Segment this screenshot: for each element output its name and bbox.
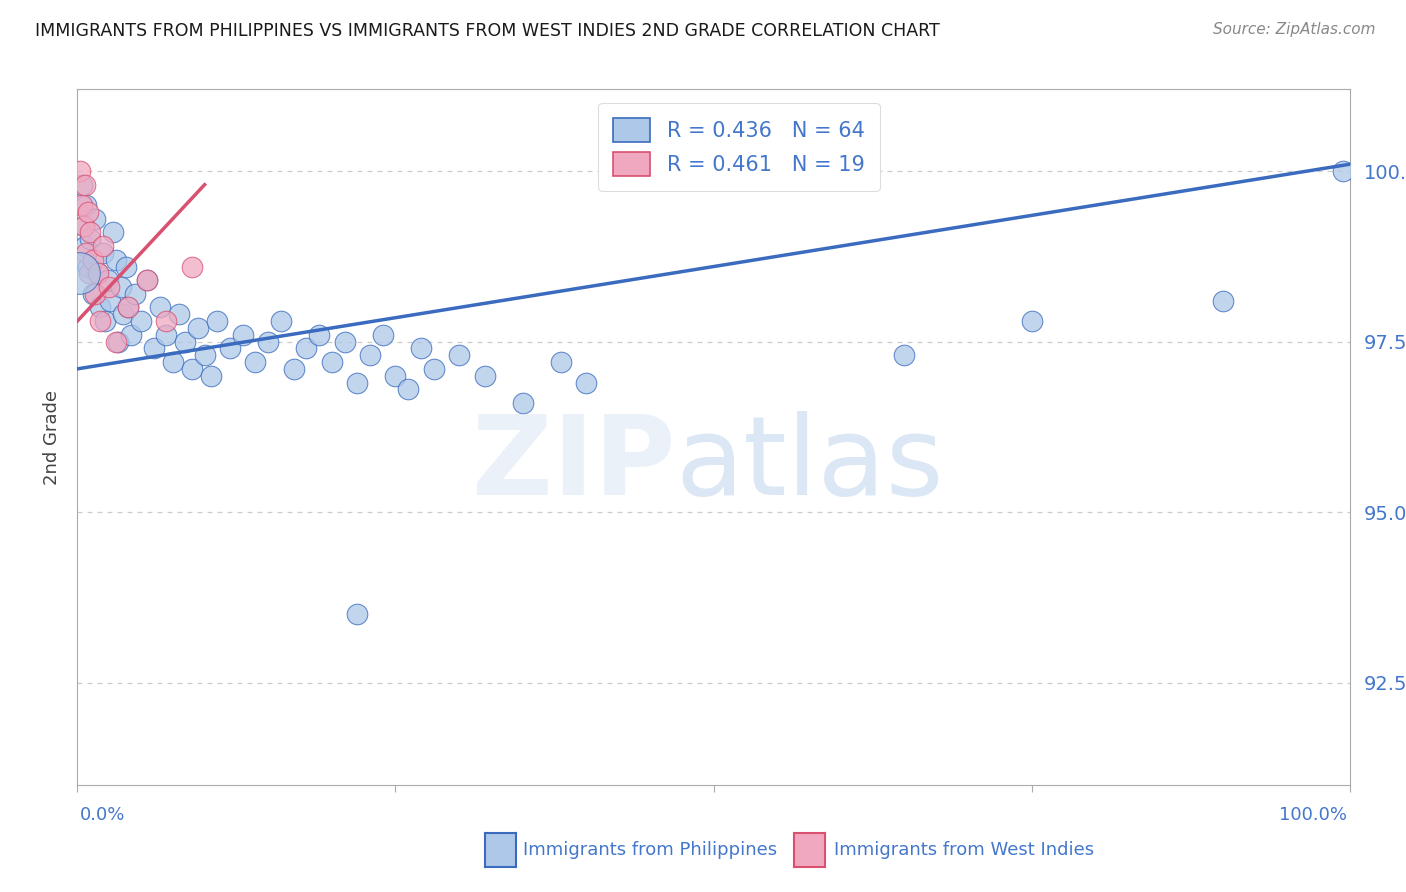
- Point: [82, 252, 104, 267]
- Point: [104, 334, 127, 349]
- Point: [422, 362, 444, 376]
- Point: [75, 246, 97, 260]
- Point: [98, 280, 121, 294]
- Text: Immigrants from West Indies: Immigrants from West Indies: [834, 841, 1094, 859]
- Point: [100, 293, 122, 308]
- Point: [73, 219, 96, 233]
- Text: Source: ZipAtlas.com: Source: ZipAtlas.com: [1212, 22, 1375, 37]
- Text: Immigrants from Philippines: Immigrants from Philippines: [523, 841, 778, 859]
- Point: [167, 307, 190, 321]
- Point: [84, 286, 107, 301]
- Point: [67, 266, 90, 280]
- Point: [73, 219, 96, 233]
- Point: [409, 342, 432, 356]
- Point: [219, 342, 242, 356]
- Point: [1331, 164, 1354, 178]
- Point: [162, 355, 184, 369]
- Text: ZIP: ZIP: [472, 411, 675, 518]
- Point: [104, 252, 127, 267]
- Point: [550, 355, 572, 369]
- Point: [474, 368, 496, 383]
- Point: [117, 301, 139, 315]
- Point: [180, 362, 202, 376]
- Point: [174, 334, 197, 349]
- Point: [207, 314, 229, 328]
- Point: [149, 301, 172, 315]
- Point: [91, 246, 114, 260]
- Y-axis label: 2nd Grade: 2nd Grade: [42, 390, 60, 484]
- Point: [112, 307, 135, 321]
- Point: [73, 239, 96, 253]
- Point: [110, 280, 132, 294]
- Point: [79, 226, 101, 240]
- Point: [84, 211, 107, 226]
- Point: [124, 286, 146, 301]
- Point: [97, 273, 120, 287]
- Point: [89, 301, 111, 315]
- Point: [69, 164, 91, 178]
- Point: [449, 348, 471, 362]
- Point: [1021, 314, 1043, 328]
- Point: [194, 348, 217, 362]
- Point: [295, 342, 318, 356]
- Point: [72, 198, 94, 212]
- Point: [86, 266, 108, 280]
- Point: [89, 314, 111, 328]
- Point: [232, 327, 254, 342]
- Point: [346, 607, 368, 622]
- Point: [91, 239, 114, 253]
- Point: [73, 178, 96, 192]
- Point: [117, 301, 139, 315]
- Point: [512, 396, 534, 410]
- Point: [77, 266, 100, 280]
- Point: [129, 314, 152, 328]
- Point: [155, 314, 177, 328]
- Point: [321, 355, 343, 369]
- Text: atlas: atlas: [675, 411, 943, 518]
- Point: [136, 273, 159, 287]
- Point: [346, 376, 368, 390]
- Point: [359, 348, 381, 362]
- Point: [200, 368, 222, 383]
- Point: [86, 266, 108, 280]
- Point: [142, 342, 165, 356]
- Text: IMMIGRANTS FROM PHILIPPINES VS IMMIGRANTS FROM WEST INDIES 2ND GRADE CORRELATION: IMMIGRANTS FROM PHILIPPINES VS IMMIGRANT…: [35, 22, 939, 40]
- Point: [283, 362, 305, 376]
- Point: [270, 314, 292, 328]
- Text: 100.0%: 100.0%: [1279, 806, 1347, 824]
- Point: [114, 260, 136, 274]
- Point: [371, 327, 394, 342]
- Legend: R = 0.436   N = 64, R = 0.461   N = 19: R = 0.436 N = 64, R = 0.461 N = 19: [599, 103, 880, 191]
- Point: [72, 178, 94, 192]
- Point: [101, 226, 124, 240]
- Point: [180, 260, 202, 274]
- Point: [76, 260, 98, 274]
- Point: [333, 334, 356, 349]
- Point: [308, 327, 330, 342]
- Point: [396, 382, 419, 396]
- Point: [257, 334, 280, 349]
- Point: [893, 348, 915, 362]
- Point: [1212, 293, 1234, 308]
- Point: [187, 321, 209, 335]
- Point: [120, 327, 142, 342]
- Point: [136, 273, 159, 287]
- Point: [75, 198, 97, 212]
- Point: [107, 334, 129, 349]
- Point: [79, 232, 101, 246]
- Point: [76, 205, 98, 219]
- Point: [384, 368, 406, 383]
- Text: 0.0%: 0.0%: [80, 806, 125, 824]
- Point: [245, 355, 267, 369]
- Point: [82, 286, 104, 301]
- Point: [155, 327, 177, 342]
- Point: [94, 314, 117, 328]
- Point: [575, 376, 598, 390]
